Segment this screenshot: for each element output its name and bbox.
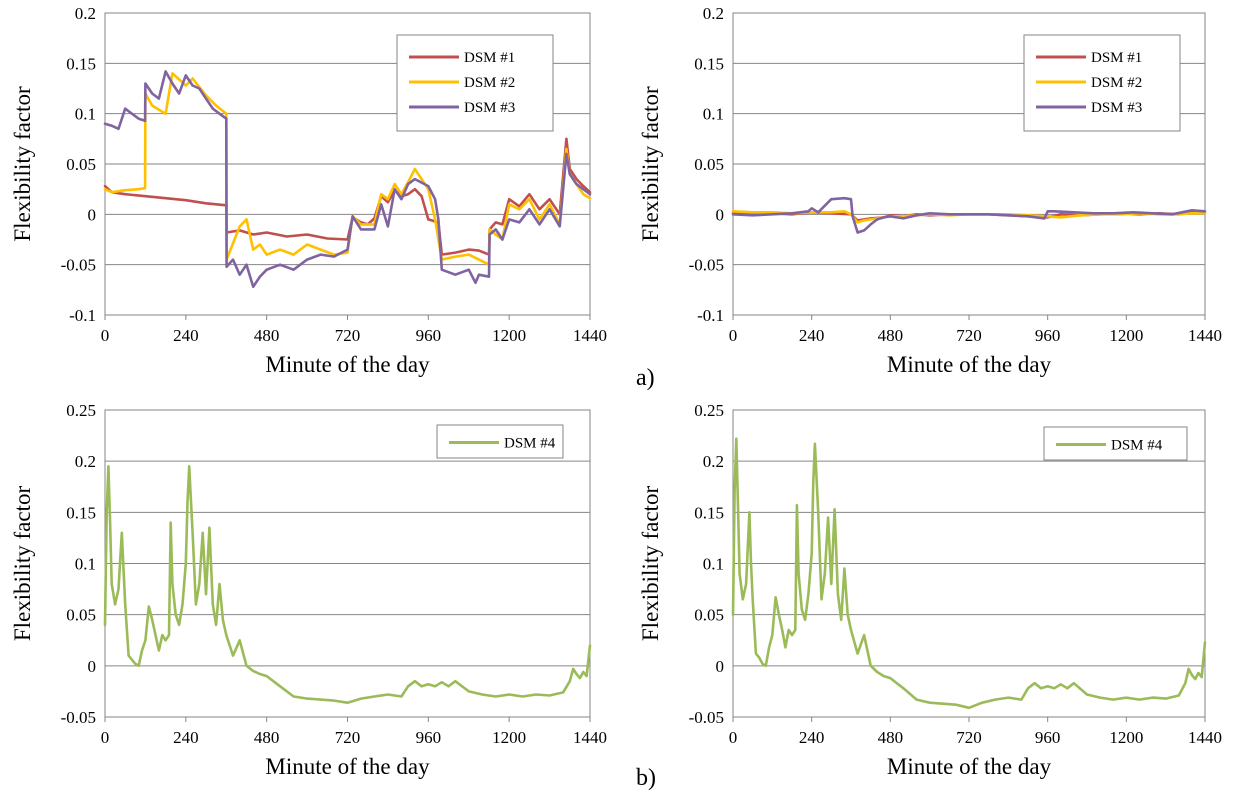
x-tick-label: 1440	[573, 326, 607, 345]
y-tick-label: 0.15	[694, 54, 724, 73]
legend-label: DSM #4	[1111, 438, 1163, 454]
chart-top-left: -0.1 -0.05 0 0.05 0.1 0.15 0.2 0 240 480 720 960 120…	[10, 4, 607, 377]
y-tick-label: 0.25	[694, 401, 724, 420]
series-line-dsm3	[103, 70, 592, 289]
chart-bottom-right: -0.05 0 0.05 0.1 0.15 0.2 0.25 0 240 480 720 960 120…	[638, 401, 1222, 779]
x-tick-label: 240	[173, 326, 199, 345]
series-line-dsm4	[731, 437, 1207, 710]
x-tick-label: 720	[335, 326, 361, 345]
y-axis-title: Flexibility factor	[10, 86, 35, 242]
y-tick-label: 0	[88, 657, 97, 676]
y-tick-label: 0.25	[66, 401, 96, 420]
x-tick-label: 960	[1035, 728, 1061, 747]
x-tick-label: 240	[799, 326, 825, 345]
y-tick-label: -0.05	[689, 256, 724, 275]
y-axis-title: Flexibility factor	[10, 486, 35, 642]
x-axis-title: Minute of the day	[265, 352, 430, 377]
x-axis-title: Minute of the day	[887, 754, 1052, 779]
y-tick-label: 0.1	[703, 555, 724, 574]
legend-label: DSM #3	[464, 100, 515, 116]
legend-label: DSM #3	[1091, 100, 1142, 116]
x-tick-label: 1200	[1109, 728, 1143, 747]
series-line-dsm3	[731, 196, 1207, 234]
x-tick-label: 480	[878, 728, 904, 747]
x-tick-label: 480	[254, 326, 280, 345]
x-tick-label: 1440	[1188, 728, 1222, 747]
panel-label-a: a)	[636, 365, 655, 391]
x-axis-title: Minute of the day	[265, 754, 430, 779]
x-tick-label: 720	[335, 728, 361, 747]
y-tick-label: 0	[716, 205, 725, 224]
x-tick-label: 1440	[1188, 326, 1222, 345]
y-tick-label: 0.05	[694, 606, 724, 625]
legend: DSM #4	[436, 424, 564, 459]
series-line-dsm4	[103, 464, 592, 705]
y-tick-label: -0.05	[61, 708, 96, 727]
y-tick-label: 0.1	[75, 555, 96, 574]
legend: DSM #1 DSM #2 DSM #3	[396, 34, 554, 132]
x-tick-label: 960	[1035, 326, 1061, 345]
y-tick-label: 0.05	[694, 155, 724, 174]
series-line-dsm1	[103, 137, 592, 256]
x-tick-label: 720	[956, 326, 982, 345]
x-tick-label: 0	[101, 326, 110, 345]
x-tick-label: 240	[173, 728, 199, 747]
x-tick-label: 0	[729, 326, 738, 345]
y-tick-label: 0	[716, 657, 725, 676]
y-tick-label: 0	[88, 205, 97, 224]
x-tick-label: 1200	[492, 728, 526, 747]
x-tick-label: 480	[254, 728, 280, 747]
x-axis-title: Minute of the day	[887, 352, 1052, 377]
y-tick-label: 0.05	[66, 155, 96, 174]
y-tick-label: -0.1	[69, 306, 96, 325]
y-tick-label: 0.15	[66, 54, 96, 73]
series-line-dsm2	[103, 72, 592, 267]
y-tick-label: -0.1	[697, 306, 724, 325]
legend: DSM #1 DSM #2 DSM #3	[1023, 34, 1181, 132]
x-tick-label: 0	[101, 728, 110, 747]
x-tick-label: 960	[416, 326, 442, 345]
x-tick-label: 1200	[1109, 326, 1143, 345]
y-tick-label: 0.2	[75, 452, 96, 471]
y-tick-label: 0.1	[703, 105, 724, 124]
y-tick-label: -0.05	[61, 256, 96, 275]
y-axis-title: Flexibility factor	[638, 86, 663, 242]
y-tick-label: 0.1	[75, 105, 96, 124]
y-tick-label: 0.15	[66, 503, 96, 522]
panel-label-b: b)	[636, 765, 656, 791]
x-tick-label: 1200	[492, 326, 526, 345]
y-tick-label: 0.2	[703, 452, 724, 471]
x-tick-label: 720	[956, 728, 982, 747]
legend-label: DSM #2	[464, 75, 515, 91]
x-tick-label: 480	[878, 326, 904, 345]
legend: DSM #4	[1043, 426, 1188, 461]
y-tick-label: 0.05	[66, 606, 96, 625]
y-tick-label: 0.2	[75, 4, 96, 23]
y-tick-label: -0.05	[689, 708, 724, 727]
legend-label: DSM #1	[1091, 50, 1142, 66]
y-tick-label: 0.15	[694, 503, 724, 522]
legend-label: DSM #1	[464, 50, 515, 66]
x-tick-label: 1440	[573, 728, 607, 747]
x-tick-label: 240	[799, 728, 825, 747]
legend-label: DSM #2	[1091, 75, 1142, 91]
x-tick-label: 0	[729, 728, 738, 747]
x-tick-label: 960	[416, 728, 442, 747]
chart-top-right: -0.1 -0.05 0 0.05 0.1 0.15 0.2 0 240 480 720 960 120…	[638, 4, 1222, 377]
chart-bottom-left: -0.05 0 0.05 0.1 0.15 0.2 0.25 0 240 480 720 960 120…	[10, 401, 607, 779]
legend-label: DSM #4	[504, 436, 556, 452]
y-tick-label: 0.2	[703, 4, 724, 23]
y-axis-title: Flexibility factor	[638, 486, 663, 642]
